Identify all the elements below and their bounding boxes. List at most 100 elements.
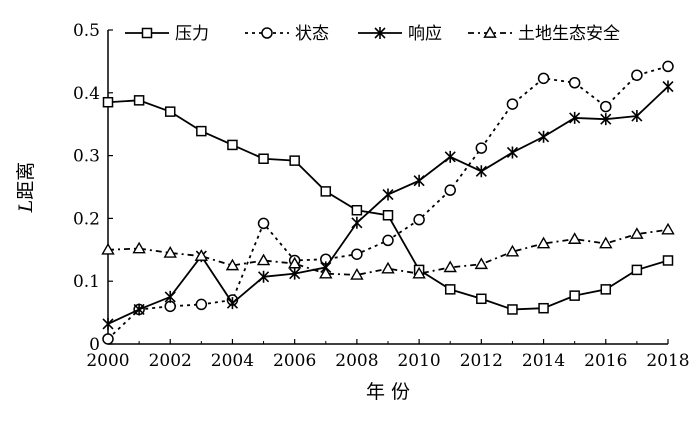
y-tick-label: 0: [89, 335, 100, 355]
data-point-square: [196, 125, 207, 137]
data-point-star: [164, 290, 176, 303]
data-point-triangle: [225, 258, 240, 271]
series-line: [107, 99, 669, 311]
data-point-star: [226, 297, 239, 310]
data-point-square: [507, 304, 518, 315]
legend: 压力 状态 响应 土地生态安全: [125, 24, 620, 44]
data-point-circle: [537, 72, 550, 85]
x-tick-label: 2004: [211, 351, 254, 371]
data-point-square: [382, 210, 394, 221]
x-tick-label: 2014: [522, 351, 565, 371]
data-point-star: [631, 110, 643, 123]
legend-item: 响应: [358, 24, 442, 44]
axes: [107, 30, 668, 345]
x-tick-label: 2018: [646, 351, 689, 371]
x-tick-label: 2002: [149, 351, 192, 371]
data-point-star: [133, 303, 145, 316]
x-tick-label: 2012: [460, 351, 503, 371]
data-point-star: [257, 270, 270, 283]
data-point-triangle: [630, 227, 644, 239]
data-point-triangle: [132, 241, 146, 254]
data-point-star: [475, 165, 487, 178]
data-point-triangle: [474, 257, 489, 270]
data-point-circle: [257, 217, 270, 230]
data-point-triangle: [163, 246, 177, 258]
data-point-triangle: [443, 260, 457, 273]
data-point-square: [351, 204, 363, 216]
legend-item: 状态: [245, 24, 329, 44]
y-tick-label: 0.5: [73, 21, 100, 41]
x-axis-title: 年 份: [366, 381, 410, 403]
data-point-square: [444, 284, 456, 295]
legend-label: 响应: [408, 24, 442, 44]
data-point-circle: [195, 298, 208, 311]
data-point-star: [662, 80, 674, 93]
data-point-triangle: [381, 261, 395, 274]
legend-marker-triangle: [483, 26, 497, 38]
data-point-star: [600, 113, 612, 126]
y-tick-label: 0.2: [73, 209, 100, 229]
data-point-circle: [662, 60, 674, 73]
data-point-square: [538, 302, 549, 314]
legend-label: 压力: [175, 24, 209, 44]
series-line: [107, 65, 669, 340]
data-point-triangle: [567, 232, 582, 244]
data-point-triangle: [350, 268, 364, 280]
y-tick-label: 0.1: [73, 272, 100, 292]
data-point-square: [476, 293, 487, 305]
legend-item: 土地生态安全: [468, 24, 620, 44]
data-point-star: [351, 216, 363, 229]
data-point-circle: [413, 213, 425, 226]
data-point-square: [133, 95, 145, 106]
data-point-circle: [475, 142, 488, 154]
y-tick-label: 0.3: [73, 147, 100, 167]
data-point-star: [444, 150, 456, 163]
legend-marker-square: [141, 27, 153, 39]
data-point-circle: [351, 248, 363, 260]
x-tick-label: 2010: [397, 351, 440, 371]
data-point-star: [289, 267, 301, 280]
data-point-triangle: [256, 253, 271, 266]
data-point-square: [631, 264, 643, 276]
data-point-triangle: [599, 236, 613, 249]
tick-marks: 2000 2002 2004 2006 2008 2010 2012 2014 2016 2018…: [73, 21, 690, 371]
data-point-square: [227, 139, 238, 151]
data-point-square: [258, 153, 269, 164]
legend-item: 压力: [125, 24, 209, 44]
y-axis-title-italic: L: [15, 200, 37, 214]
y-axis-title-rest: 距离: [15, 162, 37, 200]
data-point-circle: [568, 77, 581, 89]
data-point-square: [164, 106, 176, 117]
data-point-square: [662, 255, 674, 266]
data-point-circle: [600, 100, 612, 113]
data-point-circle: [382, 234, 394, 247]
x-tick-label: 2008: [335, 351, 378, 371]
data-point-circle: [102, 333, 114, 345]
data-point-star: [506, 146, 519, 159]
series-line: [107, 85, 669, 325]
series-circle: [102, 60, 674, 345]
data-point-triangle: [661, 222, 675, 235]
y-tick-label: 0.4: [73, 84, 100, 104]
data-point-square: [102, 96, 114, 108]
data-point-star: [569, 111, 581, 124]
data-point-star: [102, 317, 114, 330]
data-point-square: [320, 186, 332, 197]
y-axis-title: L距离: [15, 162, 37, 214]
x-tick-label: 2016: [584, 351, 627, 371]
data-point-circle: [631, 69, 643, 81]
data-point-triangle: [101, 242, 115, 255]
legend-label: 状态: [295, 24, 329, 44]
series-group: [101, 60, 675, 345]
series-square: [102, 95, 674, 315]
data-point-square: [600, 284, 612, 295]
data-point-star: [413, 174, 425, 187]
data-point-triangle: [412, 266, 426, 279]
data-point-triangle: [319, 266, 333, 279]
data-point-star: [382, 188, 394, 201]
data-point-circle: [444, 184, 456, 196]
legend-marker-circle: [261, 27, 273, 39]
legend-marker-star: [374, 27, 386, 39]
data-point-triangle: [536, 236, 551, 249]
